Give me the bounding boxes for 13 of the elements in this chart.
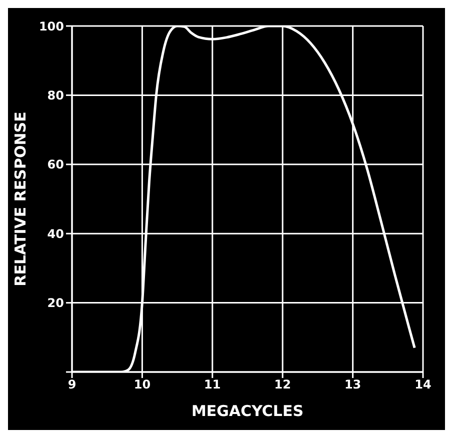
x-tick-label: 14 bbox=[414, 378, 432, 392]
y-tick-label: 80 bbox=[47, 88, 64, 102]
y-axis-title: RELATIVE RESPONSE bbox=[11, 112, 30, 286]
x-tick-label: 9 bbox=[68, 378, 76, 392]
y-tick-label: 100 bbox=[38, 19, 64, 34]
x-tick-label: 12 bbox=[274, 378, 291, 392]
x-tick-label: 13 bbox=[344, 378, 362, 392]
x-tick-label: 10 bbox=[134, 378, 151, 392]
x-tick-label: 11 bbox=[204, 378, 221, 392]
y-tick-label: 40 bbox=[47, 226, 64, 241]
x-axis-title: MEGACYCLES bbox=[191, 402, 304, 420]
y-tick-label: 20 bbox=[47, 296, 64, 310]
y-tick-label: 60 bbox=[47, 158, 64, 172]
